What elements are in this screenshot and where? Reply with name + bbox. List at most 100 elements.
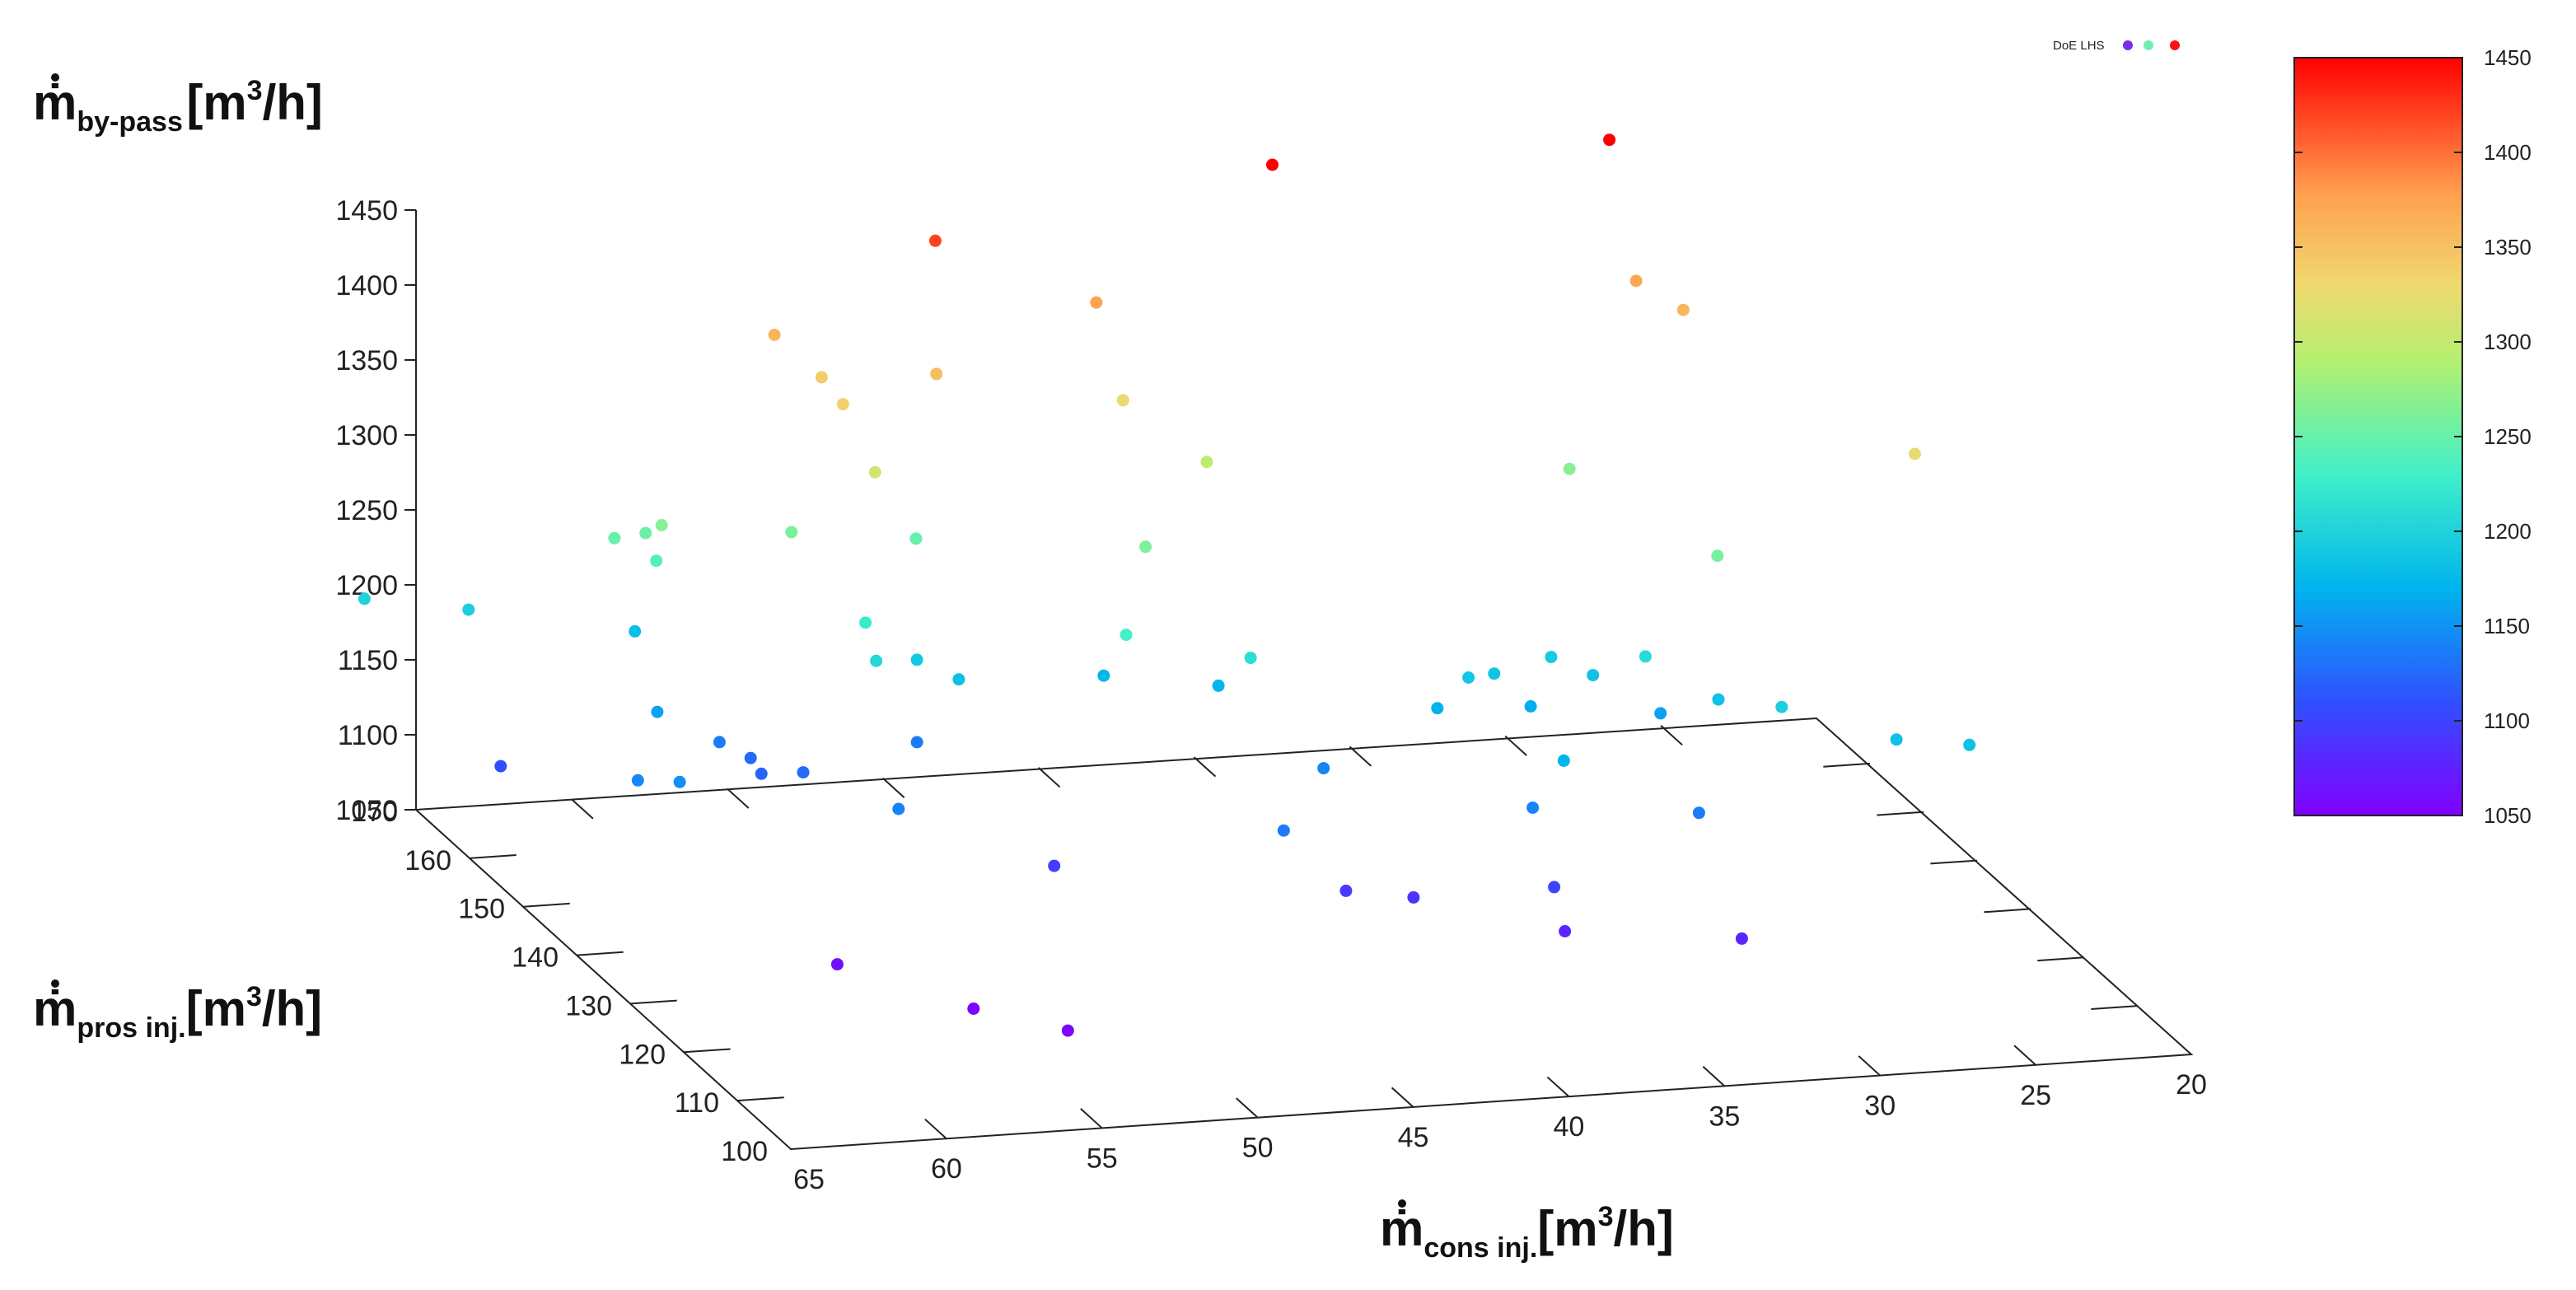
data-point <box>1266 158 1279 171</box>
data-point <box>639 526 652 540</box>
data-point <box>1548 881 1561 894</box>
z-tick-label: 1300 <box>335 420 398 451</box>
data-point <box>1061 1024 1074 1037</box>
x-axis-unit-pre: [m <box>1537 1201 1598 1256</box>
data-point <box>462 603 475 616</box>
x-tick-label: 45 <box>1398 1122 1429 1153</box>
z-tick-label: 1100 <box>338 720 398 751</box>
data-point <box>1488 667 1501 680</box>
data-point <box>1563 462 1576 475</box>
y-tick-mark <box>736 1096 784 1102</box>
colorbar-gradient <box>2293 57 2463 816</box>
x-tick-label: 60 <box>931 1153 962 1185</box>
data-point <box>930 367 943 381</box>
data-point <box>1639 650 1652 663</box>
y-axis-unit-sup: 3 <box>245 981 262 1012</box>
x-tick-mark <box>1858 1055 1881 1077</box>
y-tick-label: 150 <box>458 894 505 925</box>
x-tick-label: 55 <box>1087 1143 1118 1174</box>
x-tick-mark <box>1546 1076 1570 1097</box>
data-point <box>1090 296 1103 309</box>
x-axis-unit-post: /h] <box>1613 1201 1674 1256</box>
data-point <box>836 398 849 411</box>
data-point <box>1908 447 1921 460</box>
y-tick-label: 140 <box>512 942 559 974</box>
z-axis-symbol: ṁ <box>33 73 77 130</box>
back-edge-tick-mark <box>727 788 750 809</box>
data-point <box>910 653 923 666</box>
data-point <box>1097 669 1110 682</box>
y-axis-unit-pre: [m <box>185 981 246 1036</box>
y-tick-label: 160 <box>404 845 451 876</box>
y-axis-unit: [m3/h] <box>186 981 323 1036</box>
legend-dot-purple <box>2123 40 2133 50</box>
y-tick-label: 110 <box>675 1087 719 1119</box>
data-point <box>785 526 798 539</box>
legend-dot-green <box>2144 40 2153 50</box>
data-point <box>1692 806 1705 820</box>
z-axis-unit-pre: [m <box>186 75 247 130</box>
data-point <box>1676 303 1690 316</box>
z-axis-label: ṁby-pass [m3/h] <box>33 73 323 136</box>
colorbar-ticks: 1050 1100 1150 1200 1250 1300 1350 1400 1450 <box>2294 45 2532 828</box>
data-point <box>673 775 686 788</box>
data-point <box>768 329 781 341</box>
data-point <box>1139 540 1152 554</box>
colorbar-tick-label: 1450 <box>2484 45 2532 70</box>
y-tick-label: 130 <box>565 990 612 1021</box>
data-point <box>1711 549 1724 563</box>
data-point <box>859 616 872 629</box>
colorbar-tick-label: 1400 <box>2484 140 2532 165</box>
x-axis-subscript: cons inj. <box>1424 1232 1538 1264</box>
right-edge-tick-mark <box>1877 811 1924 816</box>
legend-label: DoE LHS <box>2053 39 2105 53</box>
data-point <box>1244 652 1257 665</box>
colorbar-tick-label: 1050 <box>2484 803 2532 828</box>
data-point <box>631 774 644 787</box>
x-tick-label: 25 <box>2020 1080 2051 1111</box>
z-axis-unit-post: /h] <box>262 75 323 130</box>
colorbar-tick-label: 1100 <box>2484 708 2530 733</box>
data-point <box>494 760 507 773</box>
data-point <box>651 705 664 718</box>
back-edge-tick-mark <box>881 777 905 798</box>
data-point <box>1524 700 1537 713</box>
y-tick-label: 120 <box>619 1039 666 1070</box>
back-edge-tick-mark <box>1504 735 1527 756</box>
data-point <box>967 1003 980 1015</box>
data-point <box>1526 802 1540 814</box>
right-edge-tick-mark <box>2091 1005 2139 1010</box>
x-tick-label: 65 <box>793 1164 825 1195</box>
colorbar-tick-label: 1300 <box>2484 330 2532 354</box>
z-axis-unit-sup: 3 <box>246 75 263 106</box>
data-point <box>952 673 965 686</box>
data-point <box>928 234 942 247</box>
y-tick-label: 100 <box>721 1136 768 1167</box>
right-edge-tick-mark <box>2037 956 2085 962</box>
data-point <box>650 554 663 568</box>
axes-layer <box>414 210 2194 1151</box>
y-tick-mark <box>469 854 517 859</box>
y-axis-subscript: pros inj. <box>77 1012 186 1044</box>
colorbar-tick-label: 1350 <box>2484 235 2532 259</box>
y-axis-symbol: ṁ <box>33 979 77 1036</box>
data-point <box>1116 394 1129 407</box>
data-point <box>1963 738 1976 751</box>
y-tick-mark <box>522 902 570 908</box>
x-tick-label: 35 <box>1709 1101 1740 1132</box>
data-point <box>744 751 757 764</box>
data-point <box>1890 733 1903 746</box>
data-point <box>815 371 828 384</box>
data-point <box>655 519 668 531</box>
colorbar-tick-label: 1200 <box>2484 519 2532 544</box>
data-point <box>868 465 881 479</box>
back-edge-tick-mark <box>1660 725 1683 746</box>
right-edge-tick-mark <box>1823 762 1871 768</box>
data-point <box>1559 925 1572 937</box>
z-tick-label: 1400 <box>335 270 398 301</box>
z-tick-label: 1450 <box>335 195 398 227</box>
data-point <box>755 767 768 780</box>
data-point <box>1407 890 1420 904</box>
data-point <box>892 802 905 816</box>
